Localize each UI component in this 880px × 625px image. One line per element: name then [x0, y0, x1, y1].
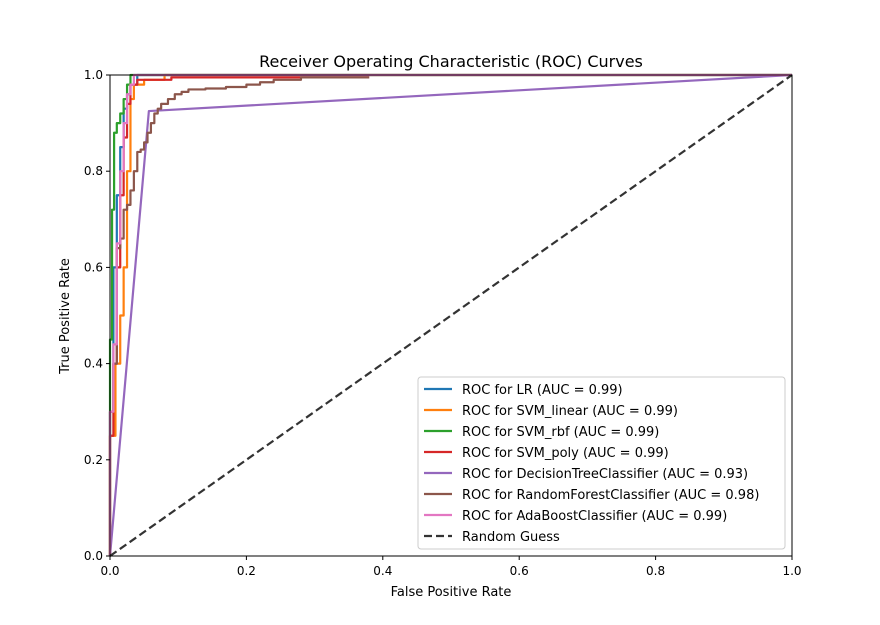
- series-line-5: [108, 76, 370, 556]
- x-tick-label: 1.0: [782, 564, 801, 578]
- series-layer: [108, 73, 793, 557]
- x-tick-label: 0.2: [237, 564, 256, 578]
- series-line-2: [108, 73, 792, 556]
- axes-frame: [109, 74, 793, 557]
- legend-label: ROC for DecisionTreeClassifier (AUC = 0.…: [462, 467, 748, 482]
- legend-label: ROC for SVM_rbf (AUC = 0.99): [462, 425, 659, 440]
- legend-label: ROC for SVM_poly (AUC = 0.99): [462, 446, 669, 461]
- y-axis-ticks: 0.0 0.2 0.4 0.6 0.8 1.0: [84, 68, 110, 563]
- x-tick-label: 0.4: [373, 564, 392, 578]
- chart-title: Receiver Operating Characteristic (ROC) …: [259, 52, 643, 71]
- y-tick-label: 0.0: [84, 549, 103, 563]
- x-tick-label: 0.6: [510, 564, 529, 578]
- y-tick-label: 0.8: [84, 164, 103, 178]
- y-tick-label: 0.6: [84, 260, 103, 274]
- x-axis-ticks: 0.0 0.2 0.4 0.6 0.8 1.0: [100, 556, 802, 578]
- y-tick-label: 1.0: [84, 68, 103, 82]
- legend-box: [417, 376, 786, 550]
- legend-label: ROC for RandomForestClassifier (AUC = 0.…: [462, 488, 759, 503]
- series-line-4: [108, 73, 793, 557]
- legend-label: ROC for SVM_linear (AUC = 0.99): [462, 404, 678, 419]
- series-line-6: [108, 73, 792, 556]
- x-axis-label: False Positive Rate: [391, 585, 512, 600]
- legend-label: Random Guess: [462, 530, 560, 545]
- y-tick-label: 0.4: [84, 357, 103, 371]
- x-tick-label: 0.0: [100, 564, 119, 578]
- legend-label: ROC for AdaBoostClassifier (AUC = 0.99): [462, 509, 727, 524]
- series-line-7: [109, 74, 793, 557]
- y-axis-label: True Positive Rate: [58, 258, 73, 375]
- y-tick-label: 0.2: [84, 453, 103, 467]
- legend-label: ROC for LR (AUC = 0.99): [462, 383, 623, 398]
- x-tick-label: 0.8: [646, 564, 665, 578]
- legend: ROC for LR (AUC = 0.99) ROC for SVM_linea…: [417, 376, 786, 550]
